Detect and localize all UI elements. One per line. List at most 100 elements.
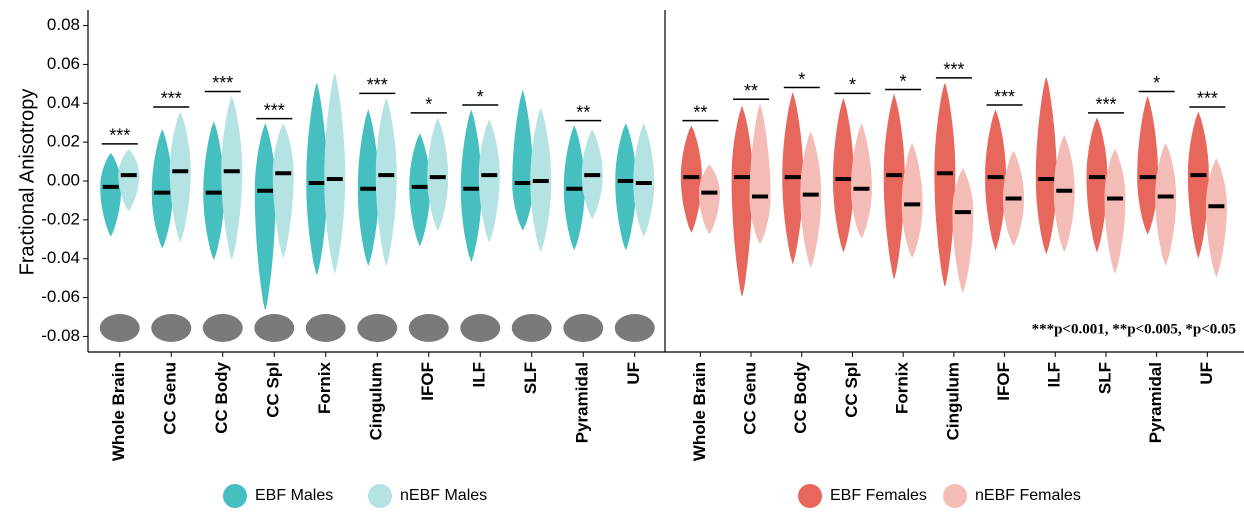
violin	[615, 123, 637, 251]
violin	[306, 83, 328, 275]
x-tick-label: Cingulum	[367, 362, 386, 440]
violin	[1035, 77, 1057, 255]
x-tick-label: IFOF	[994, 362, 1013, 401]
violin	[169, 111, 191, 243]
x-tick-label: ILF	[1045, 362, 1064, 388]
violin	[460, 109, 482, 263]
violin	[100, 152, 122, 237]
violin	[749, 103, 771, 245]
significance-stars: *	[900, 71, 907, 91]
x-tick-label: IFOF	[418, 362, 437, 401]
legend-label: nEBF Females	[975, 487, 1081, 504]
violin	[633, 123, 655, 237]
y-tick-label: -0.02	[41, 209, 80, 228]
legend-label: EBF Females	[830, 487, 927, 504]
x-tick-label: Cingulum	[943, 362, 962, 440]
x-tick-label: CC Spl	[264, 362, 283, 418]
violin	[409, 133, 431, 247]
violin	[254, 123, 276, 310]
x-tick-label: Pyramidal	[573, 362, 592, 443]
significance-stars: ***	[264, 100, 285, 120]
legend-swatch	[943, 484, 967, 508]
significance-stars: *	[849, 75, 856, 95]
violin	[375, 97, 397, 267]
legend-swatch	[798, 484, 822, 508]
violin	[221, 95, 243, 261]
violin	[151, 129, 173, 248]
x-tick-label: CC Body	[212, 361, 231, 433]
y-tick-label: 0.02	[47, 132, 80, 151]
significance-stars: *	[477, 87, 484, 107]
violin	[851, 123, 872, 239]
significance-stars: ***	[367, 75, 388, 95]
violin	[731, 105, 753, 296]
violin	[427, 117, 449, 231]
brain-icon	[202, 314, 243, 342]
brain-icon	[408, 314, 449, 342]
y-tick-label: 0.04	[47, 93, 80, 112]
violin	[1155, 142, 1177, 267]
significance-note: ***p<0.001, **p<0.005, *p<0.05	[1032, 321, 1236, 337]
legend-label: nEBF Males	[400, 487, 487, 504]
violin	[934, 83, 956, 287]
x-tick-label: ILF	[470, 362, 489, 388]
x-tick-label: Whole Brain	[109, 362, 128, 461]
x-tick-label: Whole Brain	[690, 362, 709, 461]
brain-icon	[511, 314, 552, 342]
brain-icon	[357, 314, 398, 342]
x-tick-label: Fornix	[315, 361, 334, 413]
significance-stars: *	[798, 69, 805, 89]
violin	[1187, 111, 1209, 259]
violin	[698, 164, 720, 235]
violin	[272, 123, 294, 259]
violin	[1053, 135, 1075, 253]
x-tick-label: CC Spl	[842, 362, 861, 418]
significance-stars: ***	[943, 60, 964, 80]
violin	[478, 119, 500, 243]
y-tick-label: -0.08	[41, 326, 80, 345]
violin	[883, 93, 905, 279]
significance-stars: ***	[212, 73, 233, 93]
significance-stars: ***	[994, 87, 1015, 107]
violin	[1086, 117, 1108, 253]
significance-stars: *	[1153, 73, 1160, 93]
significance-stars: **	[693, 102, 707, 122]
x-tick-label: SLF	[521, 362, 540, 394]
brain-icon	[460, 314, 501, 342]
violin	[512, 89, 534, 231]
x-tick-label: SLF	[1095, 362, 1114, 394]
x-tick-label: CC Body	[791, 361, 810, 433]
x-tick-label: CC Genu	[161, 362, 180, 435]
x-tick-label: Fornix	[893, 361, 912, 413]
violin	[1137, 95, 1159, 235]
violin	[901, 142, 923, 259]
x-tick-label: CC Genu	[741, 362, 760, 435]
significance-stars: *	[425, 95, 432, 115]
significance-stars: **	[744, 81, 758, 101]
legend-label: EBF Males	[255, 487, 333, 504]
violin	[118, 149, 140, 211]
y-tick-label: 0.08	[47, 15, 80, 34]
significance-stars: ***	[1197, 89, 1218, 109]
brain-icon	[151, 314, 192, 342]
significance-stars: **	[576, 102, 590, 122]
brain-icon	[254, 314, 295, 342]
y-tick-label: -0.06	[41, 287, 80, 306]
legend-swatch	[368, 484, 392, 508]
brain-icon	[305, 314, 346, 342]
significance-stars: ***	[161, 89, 182, 109]
y-tick-label: 0.00	[47, 170, 80, 189]
violin	[833, 97, 854, 253]
brain-icon	[99, 314, 140, 342]
y-tick-label: 0.06	[47, 54, 80, 73]
violin	[1205, 158, 1227, 278]
violin	[952, 168, 974, 294]
violin	[800, 130, 822, 269]
legend-swatch	[223, 484, 247, 508]
y-axis-title: Fractional Anisotropy	[16, 89, 38, 276]
violin	[1104, 148, 1126, 274]
y-tick-label: -0.04	[41, 248, 80, 267]
brain-icon	[614, 314, 655, 342]
significance-stars: ***	[1095, 95, 1116, 115]
